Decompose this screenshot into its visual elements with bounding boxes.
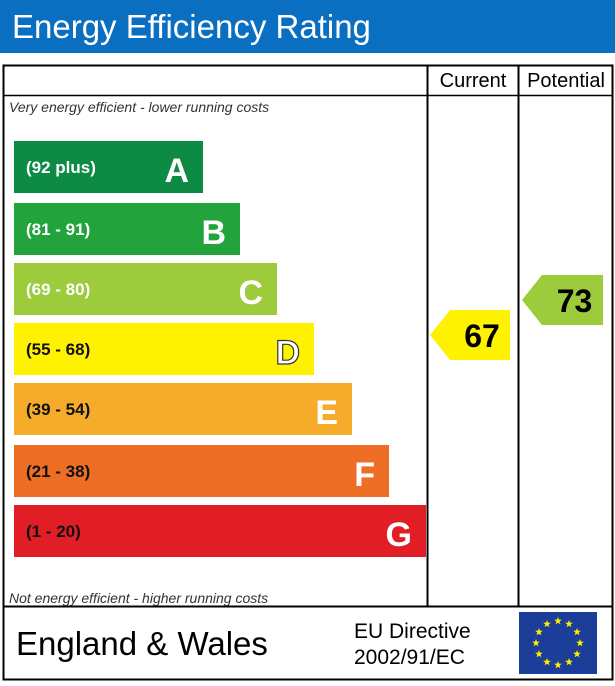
- band-a-bar: [14, 141, 203, 193]
- band-d-bar: [14, 323, 314, 375]
- eu-star-icon: [554, 617, 562, 625]
- top-caption: Very energy efficient - lower running co…: [9, 99, 269, 115]
- chart-frame: [2, 64, 614, 681]
- eu-star-icon: [543, 658, 551, 666]
- band-b-bar: [14, 203, 240, 255]
- band-b-letter: B: [201, 214, 226, 252]
- chart-title: Energy Efficiency Rating: [12, 8, 371, 45]
- region-label: England & Wales: [16, 625, 268, 662]
- band-g-letter: G: [386, 516, 412, 554]
- eu-flag-icon: [519, 612, 597, 674]
- band-e-range: (39 - 54): [26, 400, 90, 419]
- eu-star-icon: [565, 619, 573, 628]
- eu-star-icon: [543, 619, 551, 628]
- band-e-bar: [14, 383, 352, 435]
- band-f-bar: [14, 445, 389, 497]
- potential-column-header: Potential: [527, 70, 605, 92]
- potential-rating-arrow: [522, 275, 603, 325]
- band-d-range: (55 - 68): [26, 340, 90, 359]
- band-d-letter: D: [275, 334, 300, 372]
- title-bar: Energy Efficiency Rating: [0, 0, 615, 53]
- current-rating-arrow: [430, 310, 510, 360]
- band-e-letter: E: [315, 394, 338, 432]
- band-f-letter: F: [354, 456, 375, 494]
- band-a-letter: A: [164, 152, 189, 190]
- band-g-range: (1 - 20): [26, 522, 81, 541]
- band-b-range: (81 - 91): [26, 220, 90, 239]
- band-f-range: (21 - 38): [26, 462, 90, 481]
- current-rating-value: 67: [464, 318, 500, 354]
- rating-arrows: 67 73: [430, 275, 603, 360]
- rating-bands: (92 plus) A (81 - 91) B (69 - 80) C (55 - 68) D…: [14, 141, 426, 557]
- band-c-letter: C: [238, 274, 263, 312]
- eu-star-icon: [576, 639, 584, 647]
- eu-star-icon: [535, 628, 543, 636]
- bottom-caption: Not energy efficient - higher running co…: [9, 590, 268, 606]
- eu-star-icon: [532, 639, 540, 647]
- band-a-range: (92 plus): [26, 158, 96, 177]
- potential-rating-value: 73: [557, 283, 593, 319]
- current-column-header: Current: [440, 70, 507, 92]
- directive-line-2: 2002/91/EC: [354, 646, 465, 669]
- eu-star-icon: [573, 628, 581, 636]
- band-g-bar: [14, 505, 426, 557]
- band-c-bar: [14, 263, 277, 315]
- eu-star-icon: [565, 658, 573, 666]
- eu-star-icon: [573, 650, 581, 658]
- eu-star-icon: [554, 661, 562, 669]
- eu-star-icon: [535, 650, 543, 658]
- directive-line-1: EU Directive: [354, 620, 471, 643]
- band-c-range: (69 - 80): [26, 280, 90, 299]
